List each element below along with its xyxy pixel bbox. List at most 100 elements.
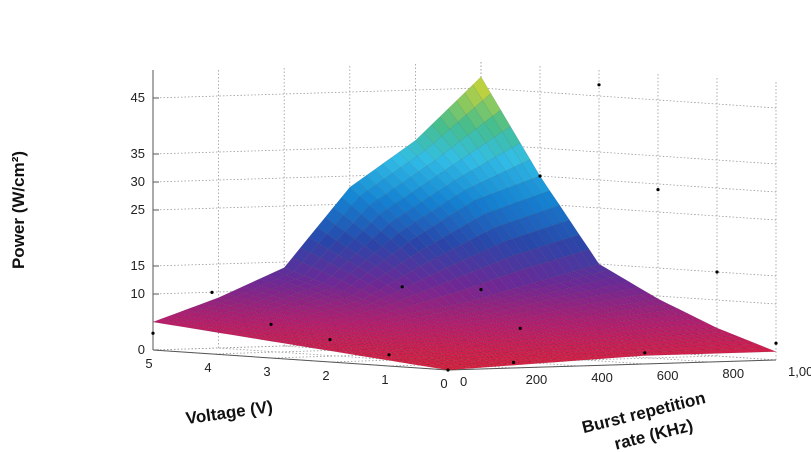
surface-patch	[211, 302, 231, 309]
data-point	[518, 326, 522, 330]
surface-patch	[363, 302, 384, 310]
surface-patch	[298, 341, 317, 346]
surface-patch	[391, 308, 412, 316]
surface-patch	[635, 312, 656, 319]
surface-patch	[675, 350, 695, 355]
surface-patch	[321, 335, 340, 339]
surface-patch	[757, 347, 777, 353]
surface-patch	[562, 237, 582, 255]
surface-patch	[358, 316, 379, 324]
data-point	[715, 270, 719, 274]
surface-patch	[611, 315, 631, 322]
surface-patch	[411, 266, 431, 280]
surface-patch	[410, 352, 429, 356]
surface-patch	[462, 365, 481, 369]
z-tick-label: 35	[131, 146, 145, 161]
surface-patch	[423, 287, 443, 300]
surface-patch	[580, 249, 600, 267]
surface-patch	[383, 253, 403, 269]
surface-patch	[651, 331, 670, 337]
surface-patch	[455, 274, 475, 290]
surface-patch	[372, 298, 392, 308]
surface-patch	[338, 332, 357, 337]
surface-patch	[379, 343, 398, 348]
surface-patch	[326, 224, 346, 241]
surface-patch	[287, 337, 306, 341]
surface-patch	[408, 303, 428, 312]
surface-patch	[671, 339, 690, 344]
surface-patch	[462, 335, 481, 340]
surface-patch	[449, 121, 469, 142]
surface-patch	[290, 323, 309, 329]
surface-patch	[387, 357, 406, 361]
data-point	[538, 174, 542, 178]
surface-patch	[669, 334, 688, 340]
surface-patch	[291, 298, 312, 305]
surface-patch	[478, 161, 498, 180]
surface-patch	[369, 199, 388, 215]
surface-patch	[503, 362, 522, 366]
surface-patch	[547, 258, 567, 277]
surface-patch	[320, 347, 339, 352]
surface-patch	[255, 298, 275, 305]
z-tick-label: 10	[131, 286, 145, 301]
x-axis-line	[152, 349, 449, 371]
surface-patch	[602, 337, 621, 342]
surface-patch	[396, 212, 416, 228]
surface-patch	[407, 347, 426, 351]
surface-patch	[378, 284, 398, 296]
surface-patch	[496, 309, 516, 316]
data-point	[479, 288, 483, 292]
surface-patch	[349, 352, 368, 356]
surface-patch	[354, 298, 374, 306]
z-tick-label: 0	[138, 342, 145, 357]
surface-patch	[438, 338, 457, 343]
y-tick-label: 1,000	[788, 364, 811, 379]
surface-patch	[351, 340, 370, 345]
surface-patch	[250, 312, 271, 318]
surface-patch	[396, 287, 416, 298]
surface-patch	[170, 317, 190, 323]
surface-patch	[400, 305, 420, 314]
surface-patch	[565, 306, 585, 313]
surface-patch	[367, 184, 387, 200]
surface-patch	[285, 307, 305, 314]
surface-patch	[251, 336, 270, 340]
surface-patch	[344, 344, 363, 349]
surface-patch	[584, 335, 603, 340]
surface-patch	[516, 316, 536, 323]
surface-patch	[356, 349, 375, 353]
surface-patch	[342, 321, 362, 328]
surface-patch	[268, 278, 289, 286]
y-tick-label: 600	[657, 368, 679, 383]
z-tick-label: 45	[131, 90, 145, 105]
surface-patch	[355, 245, 375, 261]
z-tick-label: 30	[131, 174, 145, 189]
surface-patch	[272, 292, 292, 299]
surface-patch	[415, 325, 434, 331]
surface-patch	[499, 289, 520, 297]
surface-patch	[591, 271, 612, 280]
x-tick-label: 1	[381, 372, 388, 387]
surface-patch	[418, 364, 437, 368]
surface-patch	[529, 348, 549, 353]
surface-patch	[434, 330, 454, 336]
surface-patch	[539, 261, 559, 279]
data-point	[151, 331, 155, 335]
surface-patch	[561, 342, 580, 346]
y-tick-label: 400	[591, 370, 613, 385]
data-point	[269, 322, 273, 326]
data-point	[387, 353, 391, 357]
surface-patch	[250, 278, 270, 287]
grid-line	[388, 355, 718, 367]
surface-patch	[458, 301, 479, 307]
surface-patch	[559, 355, 578, 359]
surface-patch	[573, 304, 594, 312]
surface-patch	[572, 347, 591, 352]
surface-patch	[610, 354, 629, 358]
data-point	[446, 368, 450, 372]
surface-patch	[564, 328, 583, 334]
surface-patch	[241, 334, 260, 339]
surface-patch	[534, 318, 554, 325]
surface-patch	[252, 317, 272, 323]
